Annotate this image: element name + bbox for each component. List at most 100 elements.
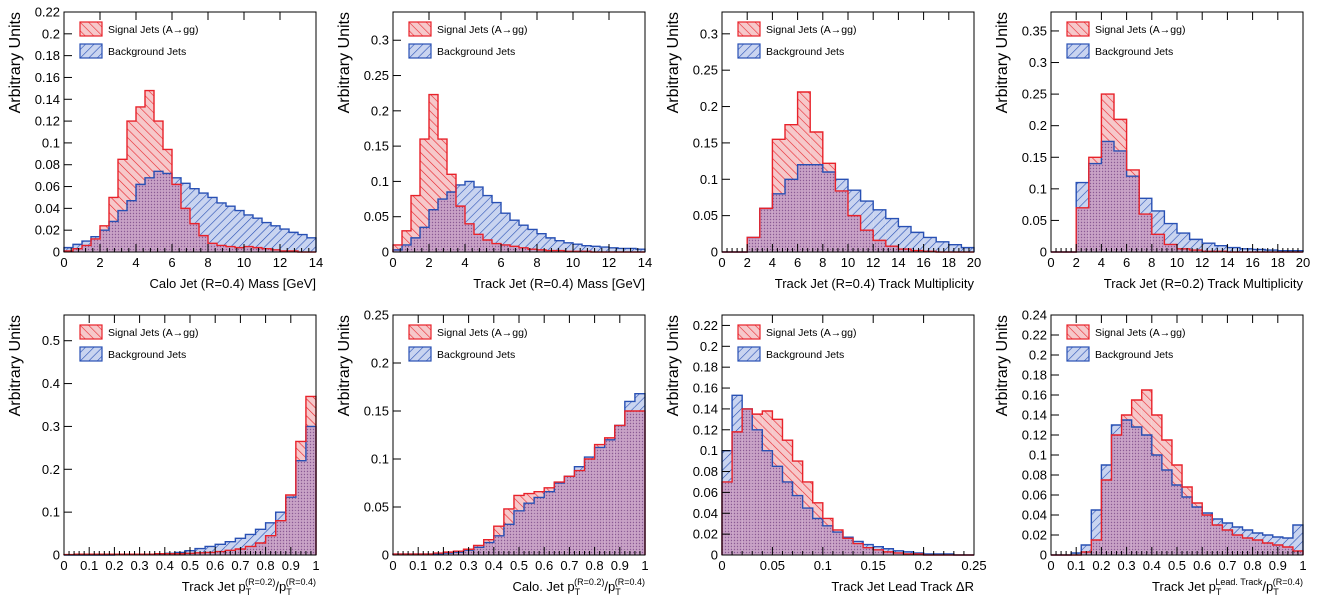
- background-bin: [172, 178, 181, 185]
- background-bin: [835, 179, 848, 191]
- background-bin: [492, 203, 501, 244]
- x-tick-label: 8: [533, 255, 540, 270]
- x-tick-label: 4: [769, 255, 776, 270]
- y-tick-label: 0.3: [700, 26, 718, 41]
- y-tick-label: 0.2: [1029, 348, 1047, 363]
- x-tick-label: 0: [389, 558, 396, 573]
- legend-background-swatch: [738, 44, 760, 58]
- x-tick-label: 2: [1073, 255, 1080, 270]
- overlap-bin: [296, 461, 306, 555]
- background-bin: [271, 226, 280, 250]
- background-bin: [1283, 538, 1293, 547]
- x-tick-label: 10: [841, 255, 855, 270]
- y-tick-label: 0.1: [42, 135, 60, 150]
- signal-bin: [109, 197, 118, 221]
- overlap-bin: [226, 247, 235, 252]
- overlap-bin: [1202, 515, 1212, 555]
- background-bin: [289, 232, 298, 251]
- overlap-bin: [810, 165, 823, 252]
- background-bin: [1111, 425, 1121, 435]
- legend-signal-swatch: [80, 22, 102, 36]
- x-tick-label: 6: [1123, 255, 1130, 270]
- y-tick-label: 0.35: [1022, 23, 1047, 38]
- y-axis-label: Arbitrary Units: [665, 12, 682, 113]
- overlap-bin: [286, 497, 296, 555]
- x-tick-label: 0.5: [1168, 558, 1186, 573]
- background-bin: [199, 193, 208, 236]
- background-bin: [861, 201, 874, 230]
- x-tick-label: 14: [1220, 255, 1234, 270]
- x-tick-label: 2: [744, 255, 751, 270]
- background-bin: [244, 215, 253, 247]
- legend-signal-label: Signal Jets (A→gg): [437, 24, 527, 36]
- x-tick-label: 6: [497, 255, 504, 270]
- overlap-bin: [747, 237, 760, 252]
- signal-bin: [118, 159, 127, 210]
- overlap-bin: [873, 550, 883, 555]
- overlap-bin: [163, 173, 172, 252]
- y-axis-label: Arbitrary Units: [336, 12, 353, 113]
- x-tick-label: 0.9: [282, 558, 300, 573]
- y-tick-label: 0.1: [371, 452, 389, 467]
- legend-background-label: Background Jets: [1095, 46, 1173, 58]
- background-bin: [226, 206, 235, 246]
- overlap-bin: [1127, 176, 1140, 252]
- overlap-bin: [1142, 435, 1152, 555]
- overlap-bin: [803, 508, 813, 555]
- y-tick-label: 0.02: [693, 527, 718, 542]
- background-bin: [924, 237, 937, 251]
- background-bin: [235, 211, 244, 248]
- overlap-bin: [564, 476, 574, 555]
- background-bin: [256, 529, 266, 543]
- x-tick-label: 4: [461, 255, 468, 270]
- background-bin: [528, 229, 537, 249]
- signal-bin: [823, 163, 836, 172]
- background-bin: [1101, 465, 1111, 480]
- overlap-bin: [1164, 244, 1177, 252]
- background-bin: [1212, 519, 1222, 525]
- y-tick-label: 0.14: [1022, 408, 1047, 423]
- background-bin: [215, 544, 225, 551]
- background-bin: [625, 401, 635, 411]
- legend-background-label: Background Jets: [766, 349, 844, 361]
- background-bin: [510, 220, 519, 246]
- overlap-bin: [524, 503, 534, 555]
- background-bin: [298, 235, 307, 252]
- legend-signal-swatch: [738, 325, 760, 339]
- x-axis-label: Calo. Jet pT(R=0.2)/pT(R=0.4): [512, 577, 645, 597]
- signal-bin: [136, 107, 145, 184]
- x-tick-label: 20: [1296, 255, 1310, 270]
- background-bin: [582, 246, 591, 252]
- overlap-bin: [483, 240, 492, 252]
- legend-background-swatch: [80, 347, 102, 361]
- overlap-bin: [760, 208, 773, 252]
- overlap-bin: [742, 409, 752, 555]
- overlap-bin: [732, 432, 742, 555]
- overlap-bin: [1111, 435, 1121, 555]
- background-bin: [465, 181, 474, 223]
- overlap-bin: [823, 172, 836, 252]
- x-tick-label: 12: [273, 255, 287, 270]
- y-tick-label: 0.2: [42, 462, 60, 477]
- histogram-bars: [393, 394, 645, 555]
- y-tick-label: 0.14: [35, 92, 60, 107]
- legend-signal-swatch: [738, 22, 760, 36]
- overlap-bin: [447, 192, 456, 252]
- x-axis-label: Calo Jet (R=0.4) Mass [GeV]: [149, 276, 316, 291]
- legend-background-label: Background Jets: [766, 46, 844, 58]
- signal-bin: [163, 149, 172, 173]
- y-tick-label: 0.06: [35, 179, 60, 194]
- y-tick-label: 0.2: [371, 103, 389, 118]
- overlap-bin: [172, 184, 181, 252]
- legend-signal-swatch: [409, 22, 431, 36]
- signal-bin: [1162, 440, 1172, 470]
- x-tick-label: 0.05: [760, 558, 785, 573]
- x-tick-label: 0: [718, 255, 725, 270]
- overlap-bin: [306, 426, 316, 555]
- overlap-bin: [429, 210, 438, 252]
- y-tick-label: 0.04: [693, 506, 718, 521]
- y-tick-label: 0.18: [693, 360, 718, 375]
- y-tick-label: 0.15: [364, 139, 389, 154]
- x-tick-label: 10: [566, 255, 580, 270]
- overlap-bin: [625, 411, 635, 555]
